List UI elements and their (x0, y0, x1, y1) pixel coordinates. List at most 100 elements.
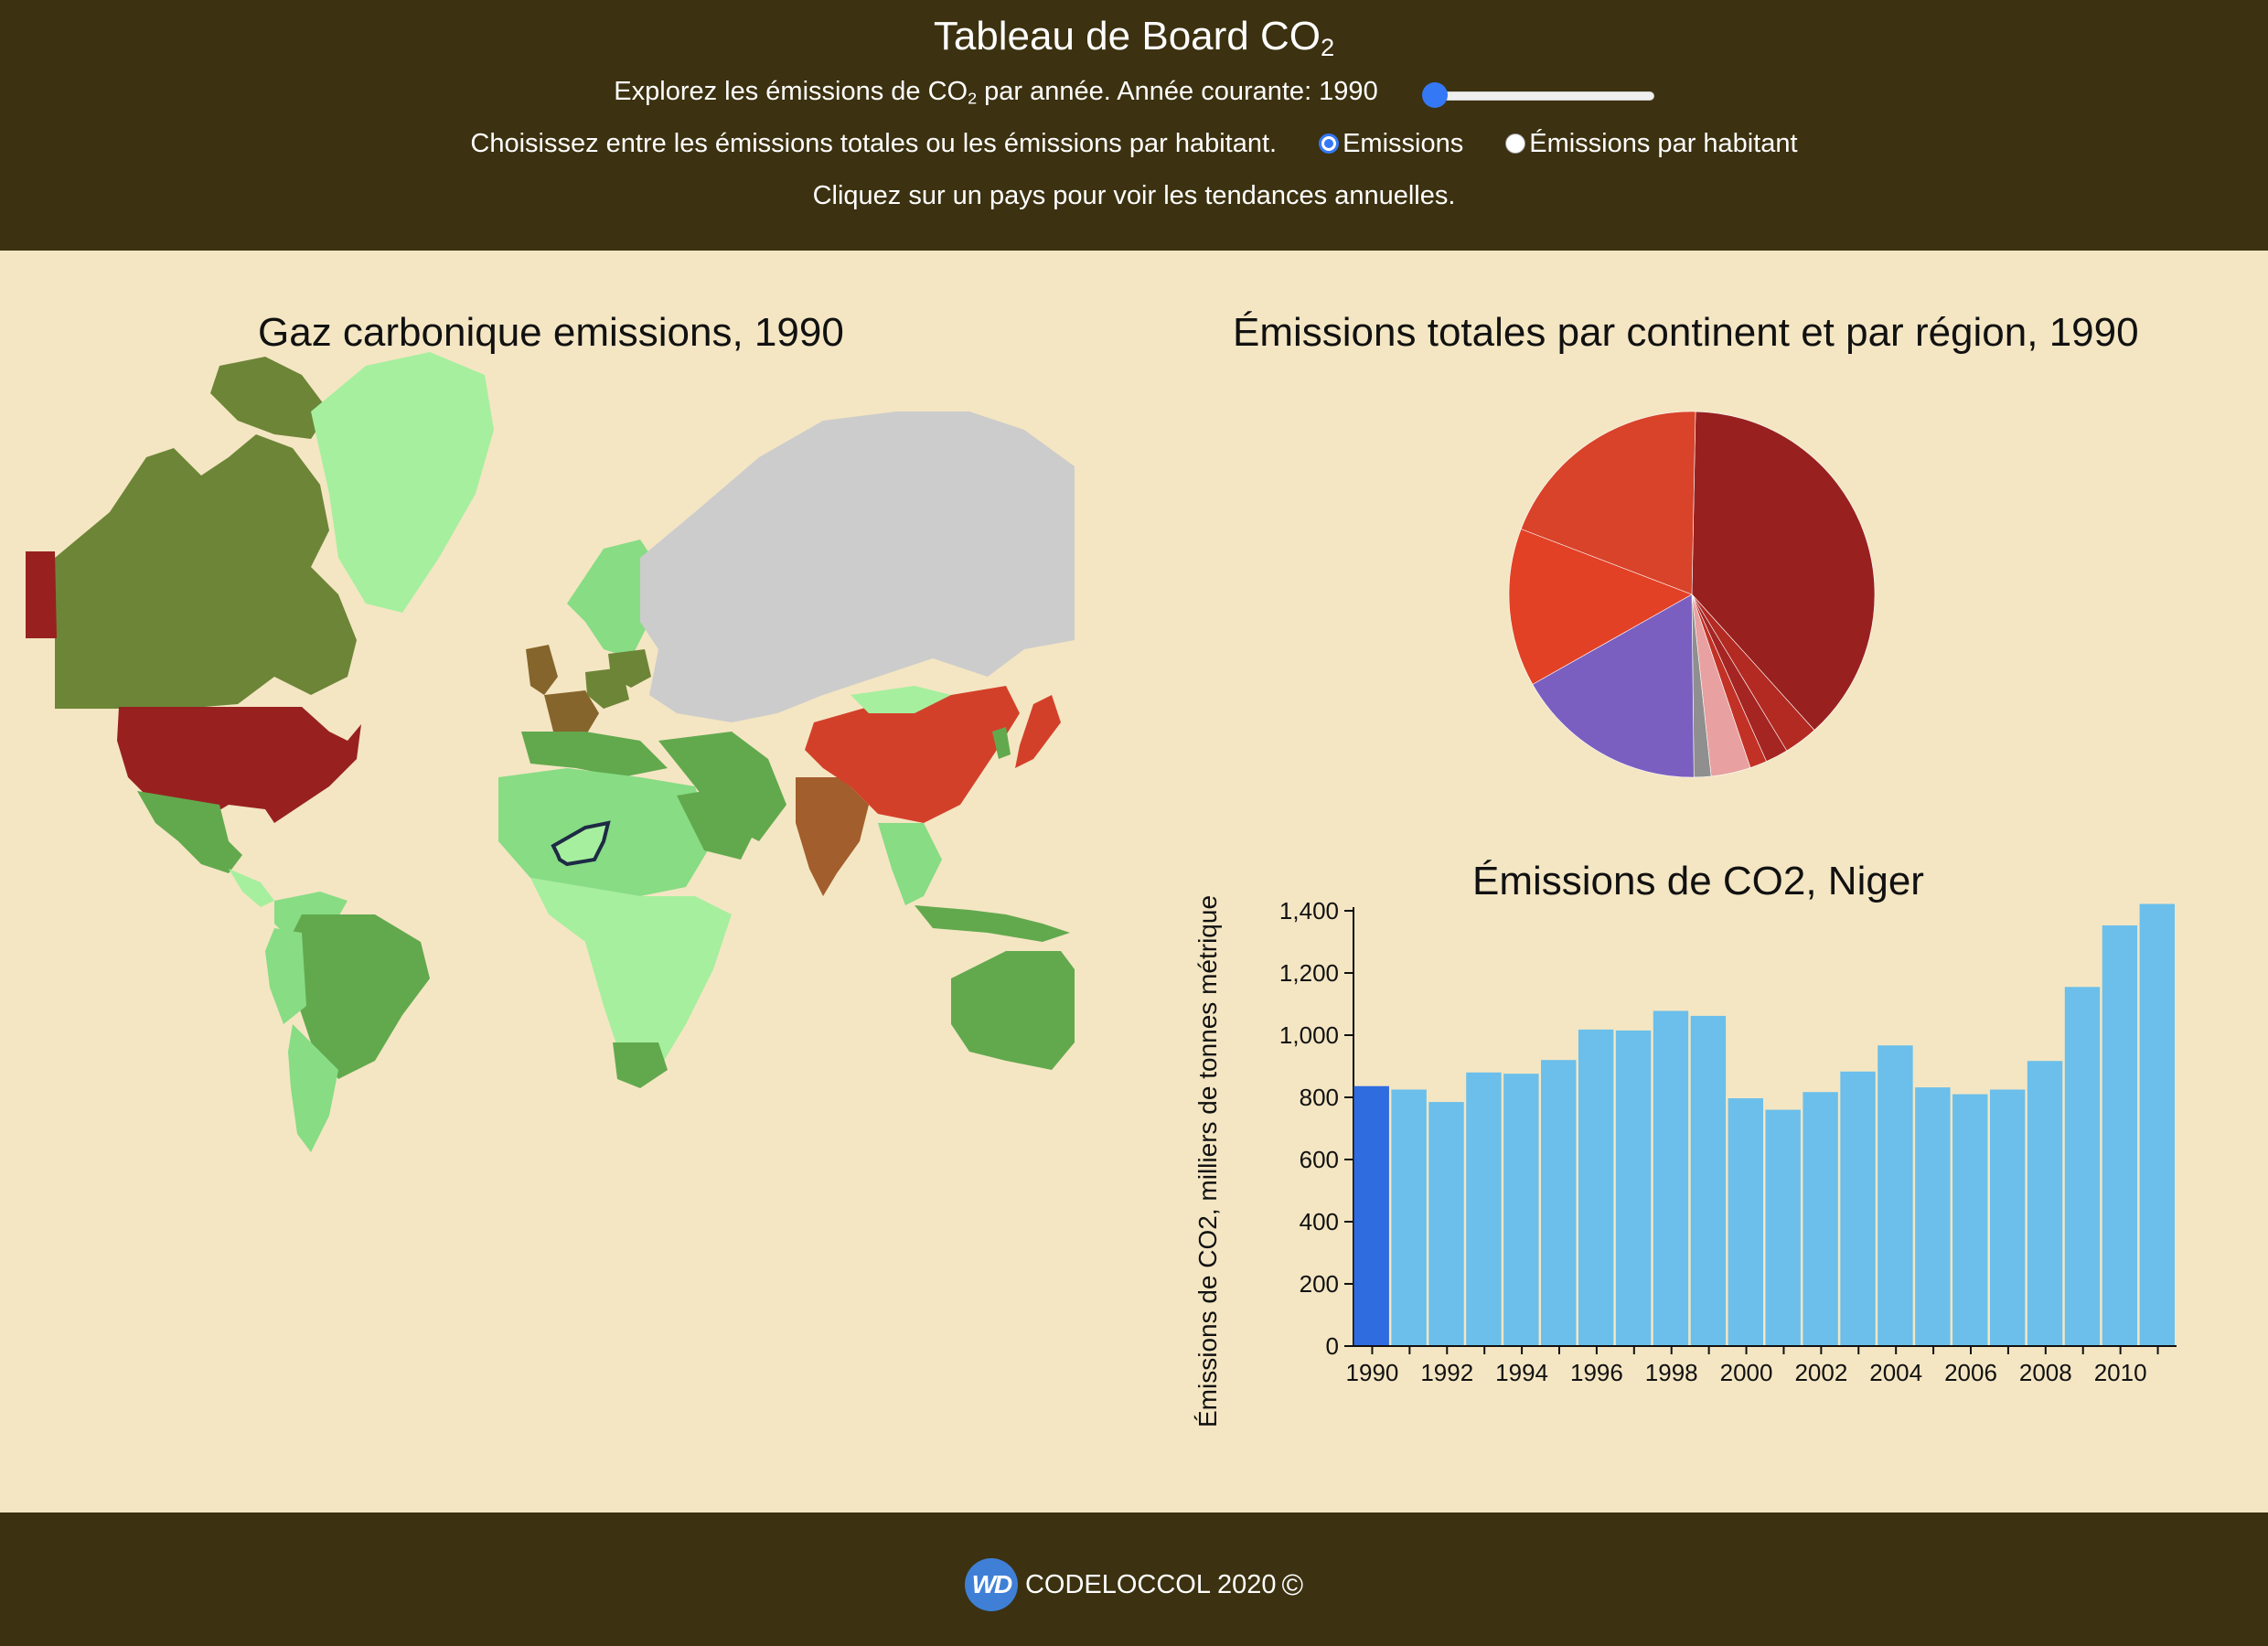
bar-y-tick-label: 800 (1300, 1084, 1339, 1111)
radio-per-capita-label[interactable]: Émissions par habitant (1529, 129, 1798, 158)
country-brazil[interactable] (284, 914, 430, 1079)
country-uk[interactable] (526, 645, 558, 695)
hint-row: Cliquez sur un pays pour voir les tendan… (0, 179, 2268, 212)
radio-emissions-button[interactable] (1319, 134, 1340, 154)
bar-x-tick-label: 2004 (1869, 1359, 1922, 1386)
bar[interactable] (1952, 1094, 1988, 1346)
country-south-africa[interactable] (613, 1042, 668, 1088)
country-turkey-mideast[interactable] (658, 732, 786, 841)
country-canada[interactable] (55, 434, 357, 709)
bar-x-tick-label: 2006 (1944, 1359, 1997, 1386)
radio-per-capita-button[interactable] (1505, 134, 1526, 154)
bar[interactable] (1503, 1074, 1539, 1346)
mode-row: Choisissez entre les émissions totales o… (0, 127, 2268, 160)
page-title-text: Tableau de Board CO (933, 14, 1321, 59)
pie-title: Émissions totales par continent et par r… (1233, 310, 2139, 355)
bar-x-tick-label: 1996 (1570, 1359, 1623, 1386)
radio-emissions-label[interactable]: Emissions (1343, 129, 1464, 158)
country-central-africa[interactable] (530, 878, 732, 1070)
bar[interactable] (1915, 1087, 1951, 1346)
country-peru-bolivia[interactable] (265, 928, 306, 1024)
radio-emissions[interactable]: Emissions (1319, 127, 1463, 160)
radio-per-capita[interactable]: Émissions par habitant (1505, 127, 1798, 160)
page-title-subscript: 2 (1320, 32, 1335, 61)
bar[interactable] (1690, 1015, 1727, 1346)
pie-slice[interactable] (1691, 411, 1876, 731)
bar-y-tick-label: 600 (1300, 1146, 1339, 1173)
country-southeast-asia[interactable] (878, 823, 942, 905)
header: Tableau de Board CO2 Explorez les émissi… (0, 0, 2268, 251)
bar-series (1353, 903, 2175, 1347)
bar[interactable] (1728, 1098, 1763, 1346)
wd-logo: WD (964, 1558, 1018, 1611)
bar[interactable] (1615, 1030, 1652, 1346)
country-korea[interactable] (992, 727, 1011, 759)
country-usa[interactable] (117, 707, 361, 823)
bar[interactable] (1840, 1071, 1876, 1346)
country-alaska[interactable] (26, 551, 57, 638)
bar[interactable] (1353, 1085, 1389, 1346)
footer: WD CODELOCCOL 2020 © (0, 1512, 2268, 1646)
map-title: Gaz carbonique emissions, 1990 (258, 310, 844, 355)
pie-slices (1508, 411, 1876, 778)
country-china[interactable] (805, 686, 1020, 823)
bar[interactable] (1391, 1089, 1427, 1347)
country-scandinavia[interactable] (567, 540, 658, 658)
country-mexico[interactable] (137, 791, 242, 873)
year-slider[interactable] (1421, 81, 1654, 109)
bar-y-tick-label: 200 (1300, 1270, 1339, 1298)
footer-content: WD CODELOCCOL 2020 © (0, 1558, 2268, 1611)
country-poland[interactable] (608, 649, 651, 688)
bar[interactable] (1466, 1072, 1502, 1346)
page-title: Tableau de Board CO2 (0, 13, 2268, 71)
world-map (26, 352, 1075, 1152)
bar[interactable] (2102, 925, 2138, 1346)
bar[interactable] (1428, 1102, 1464, 1346)
bar-x-tick-label: 1992 (1420, 1359, 1473, 1386)
bar-x-tick-label: 2010 (2094, 1359, 2147, 1386)
country-saudi-arabia[interactable] (677, 786, 759, 860)
bar-y-tick-label: 1,400 (1279, 897, 1339, 925)
country-japan[interactable] (1015, 695, 1061, 768)
country-southern-europe[interactable] (521, 732, 668, 777)
bar-y-axis-label: Émissions de CO2, milliers de tonnes mét… (1193, 895, 1222, 1427)
bar[interactable] (1578, 1029, 1614, 1346)
bar[interactable] (1989, 1089, 2026, 1347)
country-canada-islands[interactable] (210, 357, 329, 439)
country-niger[interactable] (551, 820, 611, 867)
copyright-icon: © (1281, 1568, 1304, 1601)
pie-slice[interactable] (1532, 593, 1695, 778)
bar-y-tick-label: 0 (1326, 1332, 1339, 1360)
bar[interactable] (2064, 987, 2101, 1346)
bar-x-tick-label: 1990 (1346, 1359, 1399, 1386)
country-india[interactable] (796, 777, 869, 896)
country-france[interactable] (544, 690, 599, 736)
bar[interactable] (1653, 1010, 1689, 1346)
bar[interactable] (1878, 1045, 1913, 1346)
country-mongolia[interactable] (850, 686, 951, 713)
country-central-america[interactable] (229, 869, 274, 907)
country-argentina-chile[interactable] (288, 1024, 338, 1152)
bar-x-tick-label: 2002 (1794, 1359, 1847, 1386)
bar[interactable] (1803, 1092, 1838, 1346)
year-prompt-part-a: Explorez les émissions de CO (614, 77, 968, 106)
country-greenland[interactable] (311, 352, 494, 613)
pie-slice[interactable] (1508, 529, 1693, 685)
year-slider-thumb[interactable] (1421, 81, 1448, 108)
bar-x-axis: 1990 1992 1994 1996 1998 2000 2002 2004 2006 2008… (1346, 1345, 2177, 1386)
bar[interactable] (1541, 1060, 1577, 1346)
country-australia[interactable] (951, 951, 1075, 1070)
bar-y-tick-label: 400 (1300, 1208, 1339, 1235)
country-indonesia[interactable] (915, 905, 1070, 942)
bar[interactable] (1765, 1109, 1801, 1346)
bar-y-axis: 0 200 400 600 800 1,000 1,200 1,400 (1279, 897, 1354, 1360)
pie-chart (1508, 411, 1876, 778)
year-prompt: Explorez les émissions de CO2 par année.… (614, 75, 1377, 114)
year-slider-track[interactable] (1425, 91, 1654, 101)
country-russia[interactable] (640, 412, 1075, 722)
bar[interactable] (2139, 903, 2175, 1346)
bar-y-tick-label: 1,200 (1279, 959, 1339, 987)
bar[interactable] (2027, 1061, 2063, 1346)
pie-slice[interactable] (1520, 411, 1696, 595)
